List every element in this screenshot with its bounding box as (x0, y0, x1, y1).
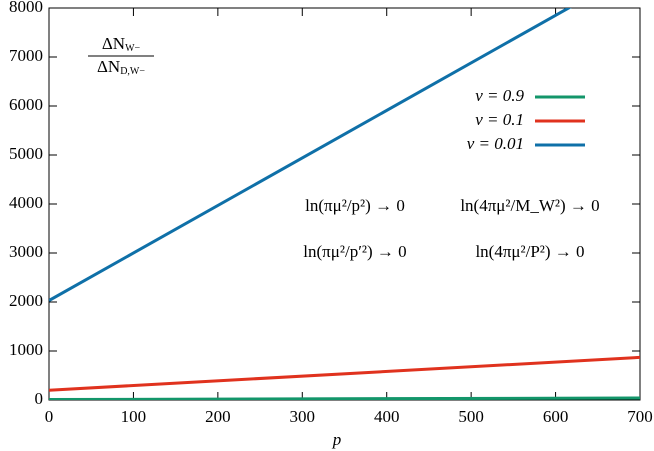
y-tick-label: 7000 (9, 46, 43, 65)
annotation: ln(πμ²/p′²) → 0 (303, 242, 406, 261)
y-label-sub: D,W− (120, 66, 145, 77)
y-label-part: ΔNW− (102, 34, 141, 54)
y-label-sub: W− (125, 43, 140, 54)
x-tick-label: 200 (205, 407, 231, 426)
x-tick-label: 700 (627, 407, 653, 426)
x-tick-label: 400 (374, 407, 400, 426)
y-label-main: ΔN (97, 57, 120, 76)
y-tick-label: 2000 (9, 291, 43, 310)
y-tick-label: 6000 (9, 95, 43, 114)
x-tick-label: 300 (290, 407, 316, 426)
y-axis-label: ΔNW−ΔND,W− (88, 34, 154, 77)
line (49, 355, 640, 392)
x-tick-label: 0 (45, 407, 54, 426)
x-tick-label: 600 (543, 407, 569, 426)
y-tick-label: 4000 (9, 193, 43, 212)
legend-label: v = 0.1 (475, 110, 524, 129)
y-tick-label: 0 (35, 389, 44, 408)
x-tick-label: 500 (458, 407, 484, 426)
series-group (49, 8, 640, 400)
x-axis-label: p (332, 430, 342, 449)
y-tick-label: 1000 (9, 340, 43, 359)
y-label-main: ΔN (102, 34, 125, 53)
y-tick-label: 3000 (9, 242, 43, 261)
annotation: ln(4πμ²/M_W²) → 0 (460, 196, 599, 215)
x-tick-label: 100 (121, 407, 147, 426)
y-tick-label: 5000 (9, 144, 43, 163)
legend-label: v = 0.01 (467, 134, 524, 153)
line (49, 8, 572, 302)
annotation: ln(4πμ²/P²) → 0 (475, 242, 584, 261)
legend-label: v = 0.9 (475, 86, 524, 105)
annotation: ln(πμ²/p²) → 0 (305, 196, 405, 215)
y-label-part: ΔND,W− (97, 57, 145, 77)
y-tick-label: 8000 (9, 0, 43, 16)
line (49, 396, 640, 400)
